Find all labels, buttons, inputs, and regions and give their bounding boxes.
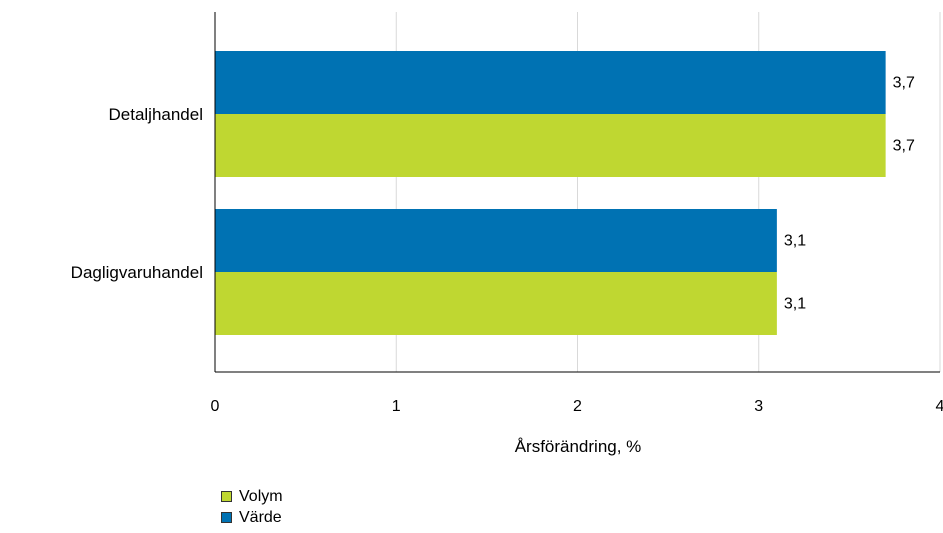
category-label-dagligvaruhandel: Dagligvaruhandel	[71, 263, 203, 282]
x-tick-label-3: 3	[754, 398, 763, 415]
bar-varde-dagligvaruhandel	[215, 209, 777, 272]
bar-volym-dagligvaruhandel	[215, 272, 777, 335]
legend-label-volym: Volym	[239, 487, 283, 505]
x-tick-label-4: 4	[936, 398, 943, 415]
labels: 0 1 2 3 4 3,7 3,7 Detaljhandel 3,1 3,1 Dagligvaruh…	[71, 75, 943, 416]
legend: Volym Värde	[221, 486, 283, 528]
legend-label-varde: Värde	[239, 508, 282, 526]
axes	[214, 12, 940, 373]
value-label-volym-dagligvaruhandel: 3,1	[784, 296, 806, 313]
value-label-volym-detaljhandel: 3,7	[893, 138, 915, 155]
x-tick-label-1: 1	[392, 398, 401, 415]
x-tick-label-2: 2	[573, 398, 582, 415]
legend-item-varde: Värde	[221, 507, 283, 528]
bar-varde-detaljhandel	[215, 51, 886, 114]
legend-swatch-varde	[221, 512, 232, 523]
x-axis-title: Årsförändring, %	[515, 437, 642, 456]
value-label-varde-detaljhandel: 3,7	[893, 75, 915, 92]
legend-item-volym: Volym	[221, 486, 283, 507]
x-tick-label-0: 0	[211, 398, 220, 415]
value-label-varde-dagligvaruhandel: 3,1	[784, 233, 806, 250]
bars	[215, 51, 886, 335]
legend-swatch-volym	[221, 491, 232, 502]
category-label-detaljhandel: Detaljhandel	[108, 105, 203, 124]
bar-volym-detaljhandel	[215, 114, 886, 177]
